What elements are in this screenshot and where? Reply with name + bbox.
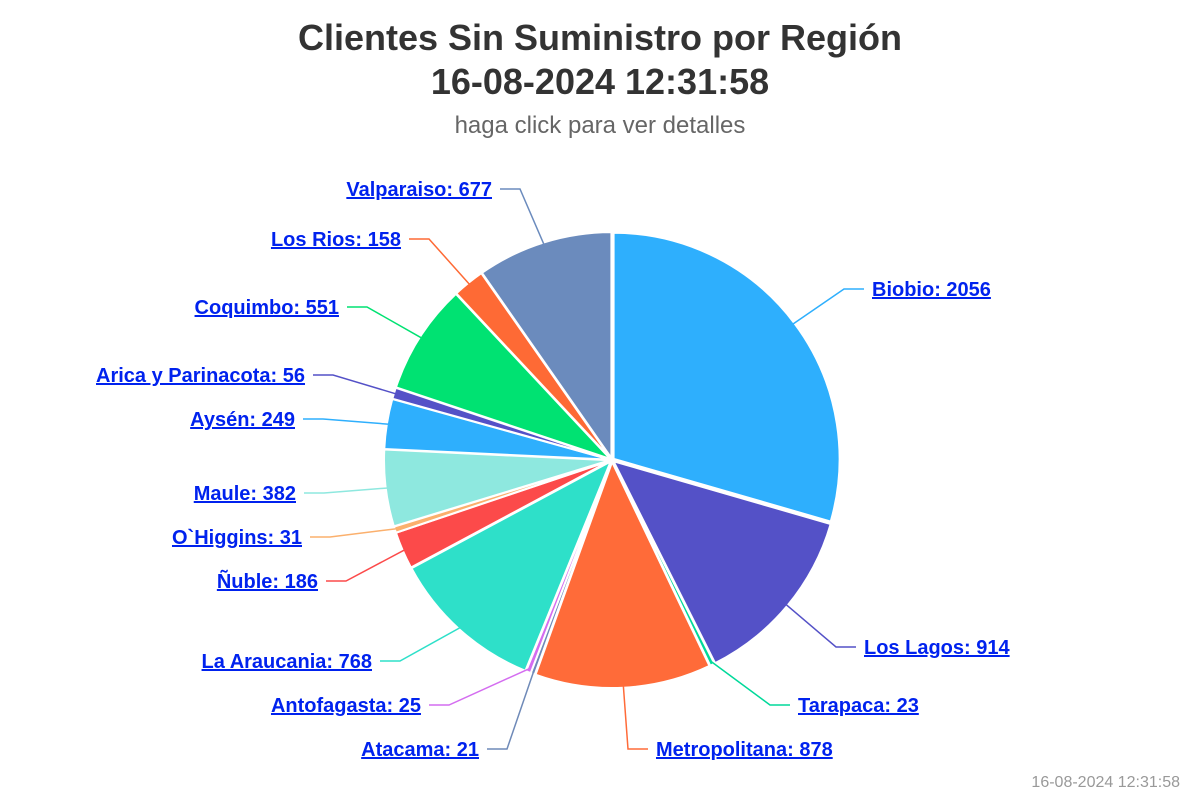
data-label-metropolitana[interactable]: Metropolitana: 878 — [656, 739, 833, 761]
data-label-aysen[interactable]: Aysén: 249 — [190, 409, 295, 431]
connector-atacama — [487, 669, 535, 750]
connector-biobio — [790, 288, 864, 326]
data-label-valparaiso[interactable]: Valparaiso: 677 — [346, 179, 492, 201]
data-label-biobio[interactable]: Biobio: 2056 — [872, 279, 991, 301]
data-label-nuble[interactable]: Ñuble: 186 — [217, 570, 318, 593]
data-label-tarapaca[interactable]: Tarapaca: 23 — [798, 695, 919, 717]
data-label-o-higgins[interactable]: O`Higgins: 31 — [172, 527, 302, 549]
connector-aysen — [303, 418, 391, 426]
connector-arica-y-parinacota — [313, 374, 399, 396]
connector-maule — [304, 487, 390, 494]
connector-antofagasta — [429, 667, 531, 706]
label-connectors — [303, 188, 864, 750]
data-label-coquimbo[interactable]: Coquimbo: 551 — [195, 297, 339, 319]
data-label-la-araucania[interactable]: La Araucania: 768 — [202, 651, 372, 673]
connector-los-lagos — [783, 602, 856, 648]
chart-subtitle: haga click para ver detalles — [455, 112, 746, 139]
connector-nuble — [326, 548, 407, 582]
chart-credit: 16-08-2024 12:31:58 — [1031, 774, 1180, 791]
connector-coquimbo — [347, 306, 424, 340]
chart-title-line1: Clientes Sin Suministro por Región — [298, 17, 902, 58]
data-label-arica-y-parinacota[interactable]: Arica y Parinacota: 56 — [96, 365, 305, 387]
pie-slices — [383, 231, 841, 689]
connector-los-rios — [409, 238, 472, 287]
data-label-los-lagos[interactable]: Los Lagos: 914 — [864, 637, 1010, 659]
data-label-atacama[interactable]: Atacama: 21 — [361, 739, 479, 761]
connector-o-higgins — [310, 527, 399, 538]
connector-la-araucania — [380, 625, 463, 662]
data-label-maule[interactable]: Maule: 382 — [194, 483, 296, 505]
data-label-antofagasta[interactable]: Antofagasta: 25 — [271, 695, 421, 717]
data-label-los-rios[interactable]: Los Rios: 158 — [271, 229, 401, 251]
connector-metropolitana — [622, 683, 648, 750]
data-labels: Biobio: 2056 Los Lagos: 914 Tarapaca: 23 Me… — [96, 179, 1010, 761]
connector-valparaiso — [500, 188, 546, 247]
slice-la-araucania[interactable] — [410, 459, 613, 673]
connector-tarapaca — [710, 660, 790, 706]
chart-title-line2: 16-08-2024 12:31:58 — [431, 61, 769, 102]
